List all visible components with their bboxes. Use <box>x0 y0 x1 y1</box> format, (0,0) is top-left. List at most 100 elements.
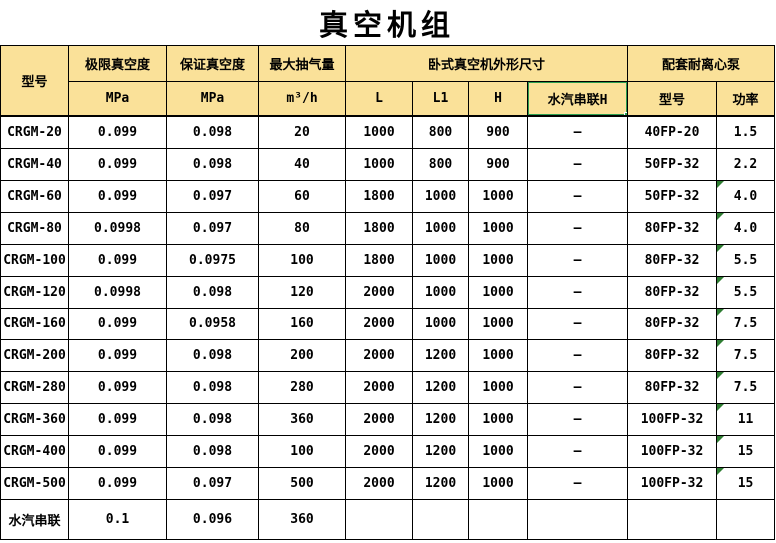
cell-guaranteed-vacuum[interactable]: 0.097 <box>166 467 259 501</box>
cell-model[interactable]: CRGM-20 <box>0 114 69 149</box>
cell-dim-l[interactable]: 1000 <box>345 114 413 149</box>
cell-guaranteed-vacuum[interactable]: 0.096 <box>166 499 259 540</box>
cell-pump-model[interactable] <box>627 499 718 540</box>
cell-pump-model[interactable]: 80FP-32 <box>627 339 718 373</box>
cell-guaranteed-vacuum[interactable]: 0.098 <box>166 403 259 437</box>
cell-dim-l[interactable]: 2000 <box>345 435 413 469</box>
cell-pump-model[interactable]: 80FP-32 <box>627 307 718 341</box>
cell-capacity[interactable]: 80 <box>258 211 346 245</box>
cell-dim-l1[interactable]: 1000 <box>412 243 469 277</box>
cell-pump-power[interactable]: 4.0 <box>716 211 776 245</box>
cell-pump-power[interactable]: 5.5 <box>716 243 776 277</box>
cell-pump-model[interactable]: 50FP-32 <box>627 147 718 181</box>
cell-dim-l1[interactable]: 1200 <box>412 371 469 405</box>
cell-steam-series-h[interactable]: – <box>526 147 629 181</box>
cell-model[interactable]: CRGM-40 <box>0 147 69 181</box>
cell-pump-power[interactable]: 7.5 <box>716 307 776 341</box>
cell-guaranteed-vacuum[interactable]: 0.097 <box>166 179 259 213</box>
cell-dim-h[interactable]: 1000 <box>468 339 528 373</box>
cell-steam-series-h[interactable]: – <box>526 467 629 501</box>
cell-dim-l[interactable]: 2000 <box>345 307 413 341</box>
cell-guaranteed-vacuum[interactable]: 0.098 <box>166 147 259 181</box>
cell-dim-h[interactable]: 1000 <box>468 371 528 405</box>
cell-dim-l1[interactable] <box>412 499 469 540</box>
cell-pump-power[interactable]: 2.2 <box>716 147 776 181</box>
cell-capacity[interactable]: 100 <box>258 243 346 277</box>
cell-guaranteed-vacuum[interactable]: 0.098 <box>166 275 259 309</box>
cell-model[interactable]: CRGM-100 <box>0 243 69 277</box>
cell-dim-l[interactable]: 1800 <box>345 179 413 213</box>
cell-pump-power[interactable]: 15 <box>716 435 776 469</box>
cell-dim-h[interactable]: 1000 <box>468 179 528 213</box>
cell-model[interactable]: CRGM-120 <box>0 275 69 309</box>
cell-capacity[interactable]: 20 <box>258 114 346 149</box>
cell-pump-power[interactable]: 7.5 <box>716 371 776 405</box>
col-group-pump[interactable]: 配套耐离心泵 <box>627 45 776 82</box>
cell-pump-model[interactable]: 100FP-32 <box>627 403 718 437</box>
col-header-ultimate-vacuum[interactable]: 极限真空度 <box>68 45 167 82</box>
cell-model[interactable]: CRGM-280 <box>0 371 69 405</box>
cell-guaranteed-vacuum[interactable]: 0.0975 <box>166 243 259 277</box>
col-header-dim-h[interactable]: H <box>468 81 528 116</box>
cell-dim-l[interactable]: 2000 <box>345 371 413 405</box>
cell-dim-l[interactable]: 1800 <box>345 211 413 245</box>
col-header-pump-power[interactable]: 功率 <box>716 81 776 116</box>
cell-guaranteed-vacuum[interactable]: 0.0958 <box>166 307 259 341</box>
cell-dim-h[interactable]: 900 <box>468 147 528 181</box>
cell-dim-l1[interactable]: 1200 <box>412 403 469 437</box>
cell-pump-model[interactable]: 50FP-32 <box>627 179 718 213</box>
cell-steam-series-h[interactable]: – <box>526 114 629 149</box>
col-header-model[interactable]: 型号 <box>0 45 69 116</box>
cell-ultimate-vacuum[interactable]: 0.0998 <box>68 275 167 309</box>
cell-pump-model[interactable]: 100FP-32 <box>627 435 718 469</box>
cell-dim-l1[interactable]: 800 <box>412 147 469 181</box>
cell-dim-l[interactable]: 2000 <box>345 275 413 309</box>
cell-pump-model[interactable]: 80FP-32 <box>627 275 718 309</box>
cell-guaranteed-vacuum[interactable]: 0.098 <box>166 371 259 405</box>
cell-pump-model[interactable]: 80FP-32 <box>627 243 718 277</box>
col-header-dim-l[interactable]: L <box>345 81 413 116</box>
cell-ultimate-vacuum[interactable]: 0.099 <box>68 403 167 437</box>
cell-guaranteed-vacuum[interactable]: 0.098 <box>166 114 259 149</box>
cell-model[interactable]: CRGM-500 <box>0 467 69 501</box>
col-header-guaranteed-vacuum[interactable]: 保证真空度 <box>166 45 259 82</box>
cell-pump-power[interactable]: 4.0 <box>716 179 776 213</box>
cell-capacity[interactable]: 360 <box>258 499 346 540</box>
cell-dim-l1[interactable]: 1000 <box>412 307 469 341</box>
cell-ultimate-vacuum[interactable]: 0.099 <box>68 179 167 213</box>
cell-dim-l1[interactable]: 1200 <box>412 435 469 469</box>
col-header-unit-mpa-1[interactable]: MPa <box>68 81 167 116</box>
cell-capacity[interactable]: 120 <box>258 275 346 309</box>
cell-pump-power[interactable]: 7.5 <box>716 339 776 373</box>
cell-dim-l[interactable]: 1800 <box>345 243 413 277</box>
cell-steam-series-h[interactable]: – <box>526 179 629 213</box>
cell-dim-l1[interactable]: 1000 <box>412 275 469 309</box>
cell-dim-h[interactable]: 1000 <box>468 243 528 277</box>
cell-dim-h[interactable]: 1000 <box>468 307 528 341</box>
cell-dim-l1[interactable]: 1000 <box>412 179 469 213</box>
cell-capacity[interactable]: 60 <box>258 179 346 213</box>
cell-pump-model[interactable]: 80FP-32 <box>627 211 718 245</box>
cell-model[interactable]: CRGM-200 <box>0 339 69 373</box>
cell-dim-l[interactable]: 2000 <box>345 467 413 501</box>
cell-dim-h[interactable]: 1000 <box>468 435 528 469</box>
col-header-steam-series-h-selected-cell[interactable]: 水汽串联H <box>526 81 629 116</box>
cell-steam-series-h[interactable]: – <box>526 403 629 437</box>
cell-steam-series-h[interactable]: – <box>526 435 629 469</box>
cell-dim-l1[interactable]: 1200 <box>412 339 469 373</box>
cell-ultimate-vacuum[interactable]: 0.099 <box>68 307 167 341</box>
cell-dim-l[interactable]: 2000 <box>345 339 413 373</box>
cell-model[interactable]: 水汽串联 <box>0 499 69 540</box>
cell-dim-l[interactable]: 1000 <box>345 147 413 181</box>
cell-dim-l1[interactable]: 1200 <box>412 467 469 501</box>
cell-capacity[interactable]: 500 <box>258 467 346 501</box>
cell-steam-series-h[interactable]: – <box>526 371 629 405</box>
cell-capacity[interactable]: 280 <box>258 371 346 405</box>
cell-model[interactable]: CRGM-80 <box>0 211 69 245</box>
cell-dim-l[interactable]: 2000 <box>345 403 413 437</box>
cell-ultimate-vacuum[interactable]: 0.099 <box>68 371 167 405</box>
cell-pump-power[interactable]: 11 <box>716 403 776 437</box>
col-header-dim-l1[interactable]: L1 <box>412 81 469 116</box>
cell-dim-h[interactable]: 900 <box>468 114 528 149</box>
cell-steam-series-h[interactable]: – <box>526 243 629 277</box>
